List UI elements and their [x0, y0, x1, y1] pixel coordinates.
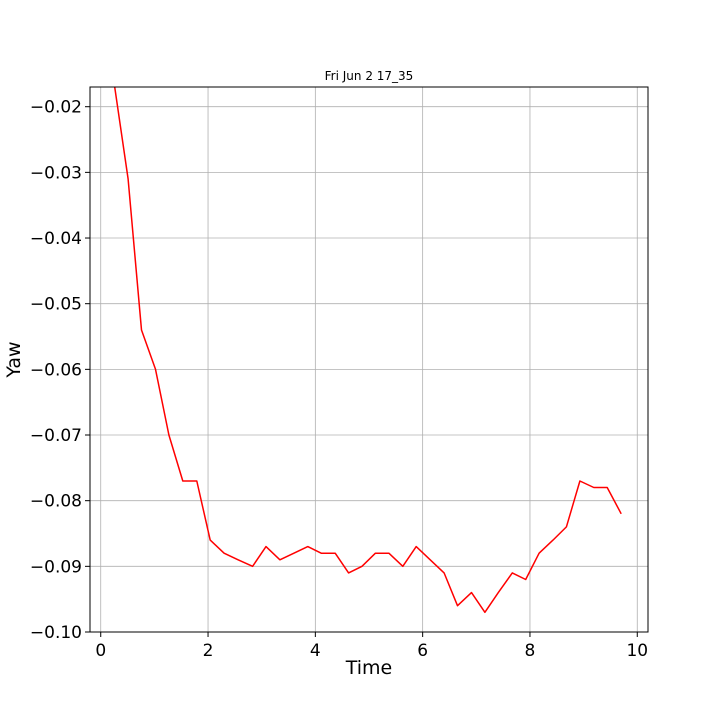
y-axis-ticks: −0.02 −0.03 −0.04 −0.05 −0.06 −0.07 −0.08 −0.09…	[30, 98, 90, 643]
y-axis-label: Yaw	[3, 341, 25, 378]
x-tick-label: 6	[417, 641, 428, 661]
series-layer	[113, 86, 622, 614]
x-tick-label: 8	[525, 641, 536, 661]
y-tick-label: −0.07	[30, 426, 82, 446]
y-tick-label: −0.03	[30, 163, 82, 183]
y-tick-label: −0.09	[30, 557, 82, 577]
x-tick-label: 0	[95, 641, 106, 661]
x-axis-ticks: 0 2 4 6 8 10	[95, 632, 648, 661]
yaw-series-line	[113, 86, 622, 614]
y-tick-label: −0.10	[30, 623, 82, 643]
chart-title: Fri Jun 2 17_35	[325, 69, 414, 83]
y-tick-label: −0.06	[30, 360, 82, 380]
y-tick-label: −0.02	[30, 98, 82, 118]
x-tick-label: 10	[626, 641, 648, 661]
plot-frame	[89, 86, 649, 633]
grid	[90, 87, 648, 633]
y-tick-label: −0.05	[30, 295, 82, 315]
x-tick-label: 2	[203, 641, 214, 661]
y-tick-label: −0.08	[30, 492, 82, 512]
x-tick-label: 4	[310, 641, 321, 661]
x-axis-label: Time	[345, 657, 393, 679]
y-tick-label: −0.04	[30, 229, 82, 249]
